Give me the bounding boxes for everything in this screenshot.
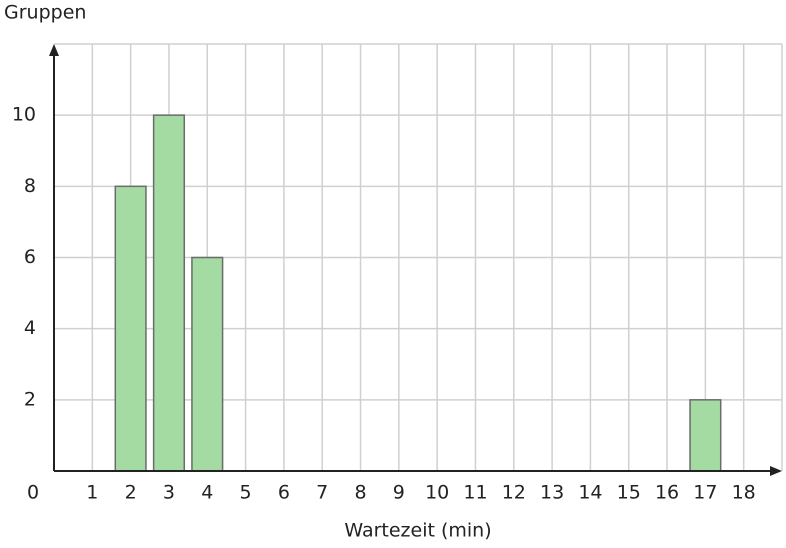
x-tick-label: 17 [693,482,717,504]
x-tick-label: 4 [201,482,213,504]
x-tick-label: 2 [125,482,137,504]
y-tick-label: 8 [24,175,36,197]
bar [689,399,722,472]
x-tick-label: 12 [502,482,526,504]
y-tick-label: 6 [24,246,36,268]
x-tick-label: 18 [732,482,756,504]
y-tick-label: 2 [24,388,36,410]
x-tick-label: 9 [393,482,405,504]
y-axis-title: Gruppen [4,2,86,24]
x-tick-label: 15 [617,482,641,504]
x-tick-label: 8 [354,482,366,504]
x-tick-label: 0 [27,482,39,504]
x-tick-label: 16 [655,482,679,504]
bar [152,114,186,472]
x-tick-label: 5 [240,482,252,504]
x-tick-label: 7 [316,482,328,504]
x-tick-label: 3 [163,482,175,504]
y-tick-label: 4 [24,317,36,339]
x-tick-label: 13 [540,482,564,504]
x-tick-label: 6 [278,482,290,504]
y-tick-label: 10 [12,104,36,126]
bar [114,185,147,472]
bar [191,256,224,472]
x-tick-label: 1 [86,482,98,504]
y-axis-arrow [49,44,59,56]
x-tick-label: 11 [463,482,487,504]
x-tick-label: 10 [425,482,449,504]
x-axis-title: Wartezeit (min) [344,520,491,542]
x-tick-label: 14 [578,482,602,504]
x-axis-arrow [770,466,782,476]
